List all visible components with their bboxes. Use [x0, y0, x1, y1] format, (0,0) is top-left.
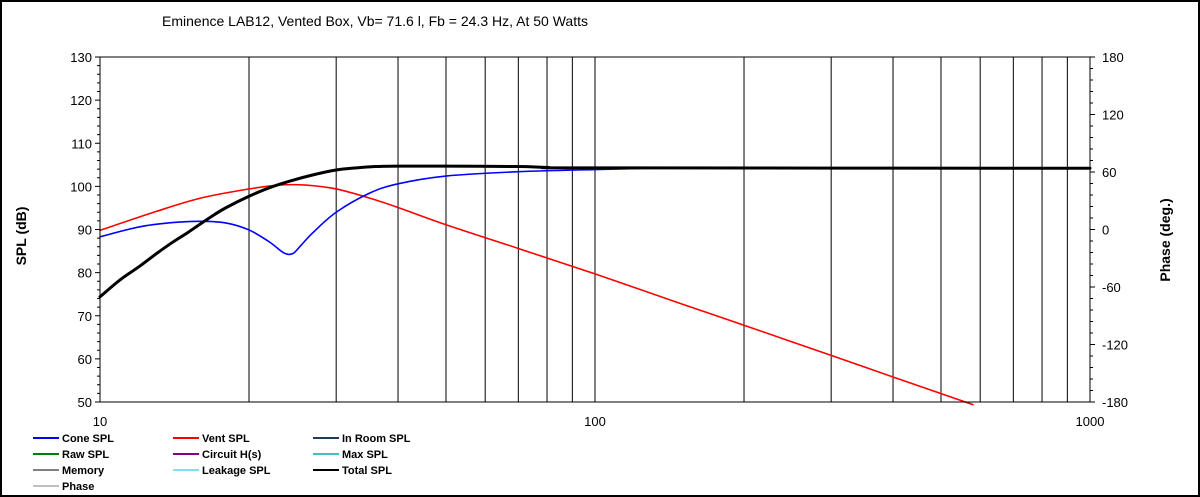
series-cone-spl [99, 167, 653, 256]
legend-label: In Room SPL [342, 433, 411, 445]
series-lines [98, 164, 1092, 406]
legend-label: Raw SPL [62, 449, 109, 461]
y2-tick-label: -180 [1102, 395, 1128, 410]
legend-label: Total SPL [342, 465, 392, 477]
legend-label: Memory [62, 465, 105, 477]
y-tick-label: 70 [78, 309, 92, 324]
x-tick-label: 1000 [1076, 414, 1105, 429]
y-tick-label: 50 [78, 395, 92, 410]
axis-ticks: 50 60 70 80 90 100 110 120 130 -180 -120 -60 0 60 120 1… [70, 50, 1128, 429]
series-vent-spl [99, 183, 974, 406]
legend-label: Max SPL [342, 449, 388, 461]
chart-title: Eminence LAB12, Vented Box, Vb= 71.6 l, … [162, 13, 588, 29]
y-axis-label: SPL (dB) [13, 207, 29, 266]
legend-label: Leakage SPL [202, 465, 271, 477]
y-tick-label: 60 [78, 352, 92, 367]
y2-tick-label: -120 [1102, 338, 1128, 353]
y2-tick-label: 180 [1102, 50, 1124, 65]
y2-tick-label: 120 [1102, 108, 1124, 123]
grid-lines [248, 57, 1068, 402]
legend-label: Circuit H(s) [202, 449, 262, 461]
x-tick-label: 10 [93, 414, 107, 429]
y-tick-label: 130 [70, 50, 92, 65]
y2-tick-label: 60 [1102, 165, 1116, 180]
y-tick-label: 110 [71, 136, 92, 151]
legend-label: Cone SPL [62, 433, 114, 445]
y2-axis-label: Phase (deg.) [1157, 198, 1173, 281]
legend: Cone SPL Vent SPL In Room SPL Raw SPL Circui… [33, 433, 411, 493]
y-tick-label: 100 [70, 179, 92, 194]
series-total-spl [98, 164, 1092, 299]
y-tick-label: 80 [78, 266, 92, 281]
y2-tick-label: 0 [1102, 223, 1109, 238]
legend-label: Vent SPL [202, 433, 250, 445]
y-tick-label: 120 [70, 93, 92, 108]
legend-label: Phase [62, 481, 94, 493]
x-tick-label: 100 [584, 414, 606, 429]
y2-tick-label: -60 [1102, 280, 1121, 295]
y-tick-label: 90 [78, 223, 92, 238]
